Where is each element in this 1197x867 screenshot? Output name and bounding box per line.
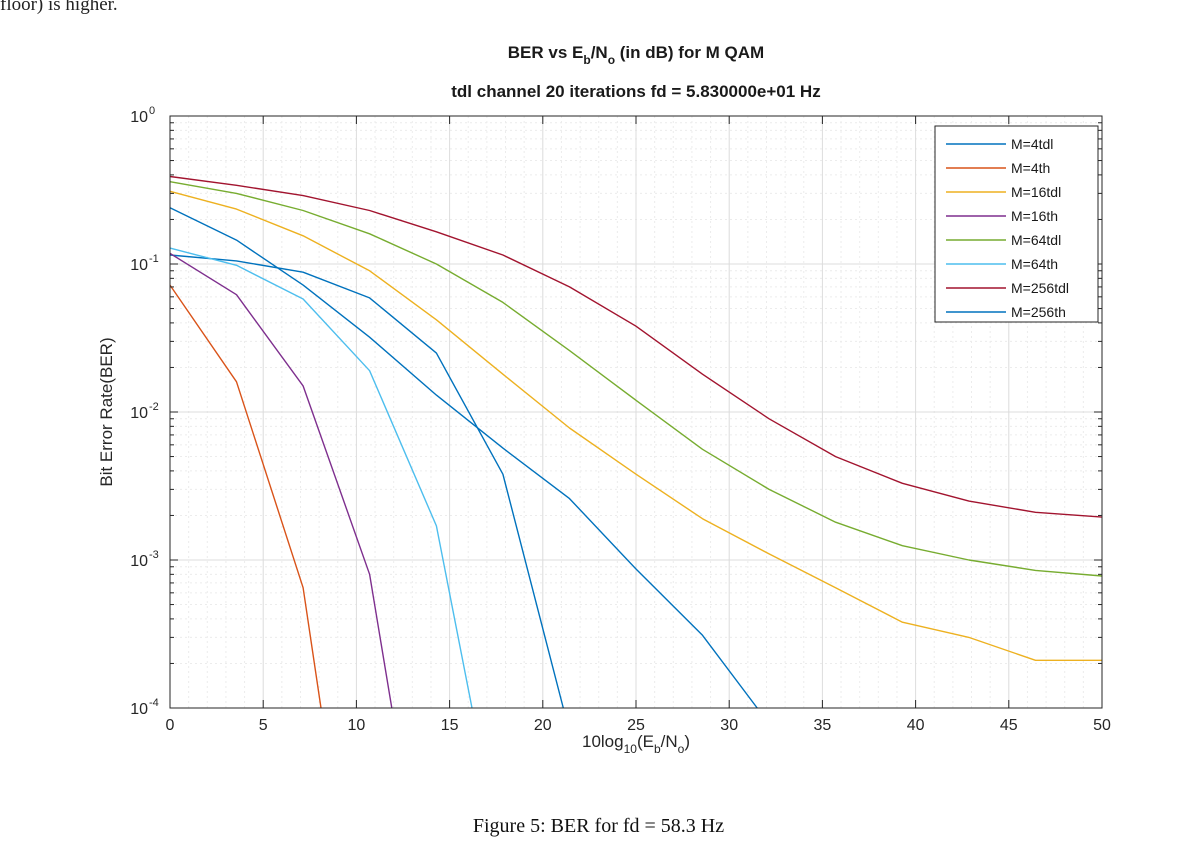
x-tick-label: 20	[534, 717, 552, 734]
chart-title: BER vs Eb/No (in dB) for M QAM	[508, 43, 764, 67]
legend-label: M=4tdl	[1011, 136, 1053, 152]
title-sub-b: b	[583, 53, 590, 67]
x-tick-label: 30	[720, 717, 738, 734]
xlabel-suffix: )	[684, 732, 690, 751]
y-tick-label: 10	[130, 257, 148, 274]
xlabel-mid2: /N	[661, 732, 678, 751]
xlabel-mid: (E	[637, 732, 654, 751]
series-line-m-16th	[169, 252, 393, 709]
tick-marks	[169, 115, 1103, 709]
series-line-m-16tdl	[169, 190, 1102, 661]
xlabel-sub-10: 10	[624, 742, 638, 756]
legend-label: M=64tdl	[1011, 232, 1061, 248]
series-line-m-4th	[169, 284, 322, 709]
legend-entries: M=4tdl M=4th M=16tdl M=16th M=64tdl M=64th M=2…	[946, 136, 1069, 320]
legend-label: M=4th	[1011, 160, 1050, 176]
legend-label: M=256tdl	[1011, 280, 1069, 296]
series-line-m-256th	[169, 207, 758, 709]
x-tick-label: 25	[627, 717, 645, 734]
x-tick-label: 5	[259, 717, 268, 734]
series-line-m-64th	[169, 247, 473, 709]
legend: M=4tdl M=4th M=16tdl M=16th M=64tdl M=64th M=2…	[934, 125, 1099, 323]
title-mid: /N	[591, 43, 608, 62]
y-tick-label-exponent: -4	[149, 697, 159, 709]
y-tick-label: 10	[130, 405, 148, 422]
y-tick-label: 10	[130, 701, 148, 718]
x-tick-label: 35	[814, 717, 832, 734]
clipped-paragraph-text: floor) is higher.	[0, 0, 118, 15]
y-tick-label-exponent: -1	[149, 253, 159, 265]
x-tick-label: 50	[1093, 717, 1111, 734]
y-tick-label: 10	[130, 109, 148, 126]
x-tick-label: 0	[166, 717, 175, 734]
series-line-m-4tdl	[169, 254, 564, 709]
x-tick-label: 40	[907, 717, 925, 734]
y-axis-label: Bit Error Rate(BER)	[97, 337, 116, 486]
legend-label: M=16th	[1011, 208, 1058, 224]
x-tick-label: 45	[1000, 717, 1018, 734]
y-tick-label-exponent: -2	[149, 401, 159, 413]
legend-box	[934, 125, 1099, 323]
xlabel-sub-b: b	[654, 742, 661, 756]
chart-subtitle: tdl channel 20 iterations fd = 5.830000e…	[451, 82, 820, 101]
legend-label: M=64th	[1011, 256, 1058, 272]
legend-label: M=256th	[1011, 304, 1066, 320]
y-tick-label: 10	[130, 553, 148, 570]
title-prefix: BER vs E	[508, 43, 584, 62]
x-axis-label: 10log10(Eb/No)	[582, 732, 690, 756]
y-tick-label-exponent: 0	[149, 105, 155, 117]
legend-label: M=16tdl	[1011, 184, 1061, 200]
series-line-m-64tdl	[169, 181, 1103, 577]
y-tick-label-exponent: -3	[149, 549, 159, 561]
series-layer	[169, 175, 1103, 709]
x-tick-label: 10	[348, 717, 366, 734]
x-tick-labels: 0 5 10 15 20 25 30 35 40 45 50	[166, 717, 1111, 734]
title-sub-o: o	[608, 53, 615, 67]
xlabel-sub-o: o	[678, 742, 685, 756]
figure-caption: Figure 5: BER for fd = 58.3 Hz	[472, 815, 725, 837]
series-line-m-256tdl	[169, 175, 1103, 518]
x-tick-label: 15	[441, 717, 459, 734]
title-suffix: (in dB) for M QAM	[615, 43, 764, 62]
xlabel-prefix: 10log	[582, 732, 624, 751]
